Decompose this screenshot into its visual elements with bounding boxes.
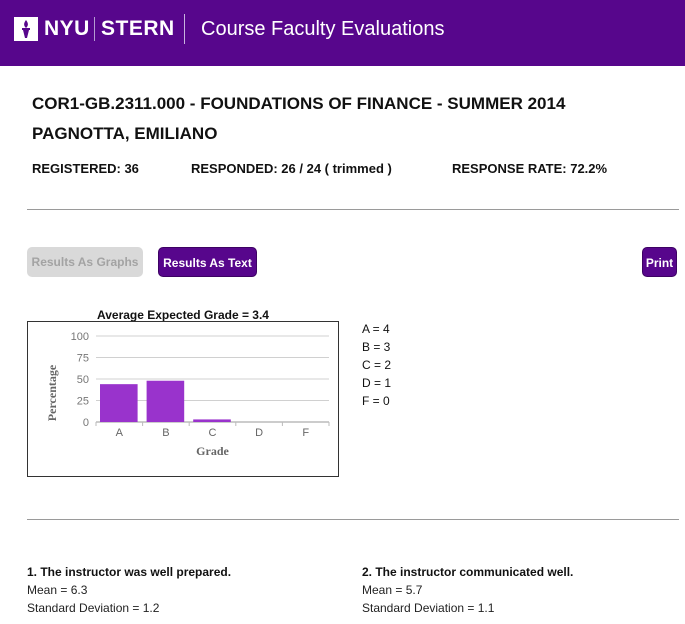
question-std-dev: Standard Deviation = 1.2 (27, 601, 160, 615)
bar-a (100, 384, 138, 422)
print-button[interactable]: Print (642, 247, 677, 277)
x-tick-label: C (209, 427, 217, 439)
grade-legend-item: F = 0 (362, 394, 390, 408)
app-title: Course Faculty Evaluations (201, 18, 445, 40)
divider-bottom (27, 519, 679, 520)
y-tick-label: 0 (83, 417, 89, 429)
divider-top (27, 209, 679, 210)
grade-chart-svg: 0 25 50 75 100 A B C D F Grade Percentage (45, 331, 330, 458)
chart-title: Average Expected Grade = 3.4 (97, 308, 269, 322)
x-axis-label: Grade (196, 444, 229, 458)
question-mean: Mean = 6.3 (27, 583, 88, 597)
grade-legend-item: D = 1 (362, 376, 392, 390)
course-title: COR1-GB.2311.000 - FOUNDATIONS OF FINANC… (32, 94, 566, 113)
logo-stern-text: STERN (101, 17, 175, 40)
grade-legend-item: A = 4 (362, 322, 390, 336)
nyu-torch-icon (14, 17, 38, 41)
results-as-graphs-button[interactable]: Results As Graphs (27, 247, 143, 277)
x-tick-label: A (116, 427, 124, 439)
bar-c (193, 419, 231, 422)
grade-legend-item: C = 2 (362, 358, 392, 372)
response-rate: RESPONSE RATE: 72.2% (452, 161, 608, 176)
x-tick-label: B (162, 427, 169, 439)
y-tick-label: 100 (71, 331, 89, 343)
bar-b (146, 380, 185, 422)
x-tick-label: D (255, 427, 263, 439)
x-tick-label: F (302, 427, 309, 439)
y-tick-label: 75 (77, 353, 89, 365)
logo-nyu-text: NYU (44, 17, 90, 40)
grade-legend: A = 4 B = 3 C = 2 D = 1 F = 0 (362, 320, 391, 410)
results-as-text-button[interactable]: Results As Text (158, 247, 257, 277)
logo-divider (94, 17, 95, 41)
grade-chart: 0 25 50 75 100 A B C D F Grade Percentage (27, 321, 339, 477)
y-tick-label: 50 (77, 374, 89, 386)
responded-count: RESPONDED: 26 / 24 ( trimmed ) (191, 161, 392, 176)
question-std-dev: Standard Deviation = 1.1 (362, 601, 495, 615)
instructor-name: PAGNOTTA, EMILIANO (32, 124, 218, 143)
header-divider (184, 14, 185, 44)
y-tick-label: 25 (77, 396, 89, 408)
question-title: 2. The instructor communicated well. (362, 565, 574, 579)
question-title: 1. The instructor was well prepared. (27, 565, 232, 579)
header-bar: NYU STERN Course Faculty Evaluations (0, 0, 685, 66)
grade-legend-item: B = 3 (362, 340, 391, 354)
question-mean: Mean = 5.7 (362, 583, 423, 597)
registered-count: REGISTERED: 36 (32, 161, 139, 176)
y-axis-label: Percentage (45, 364, 59, 421)
